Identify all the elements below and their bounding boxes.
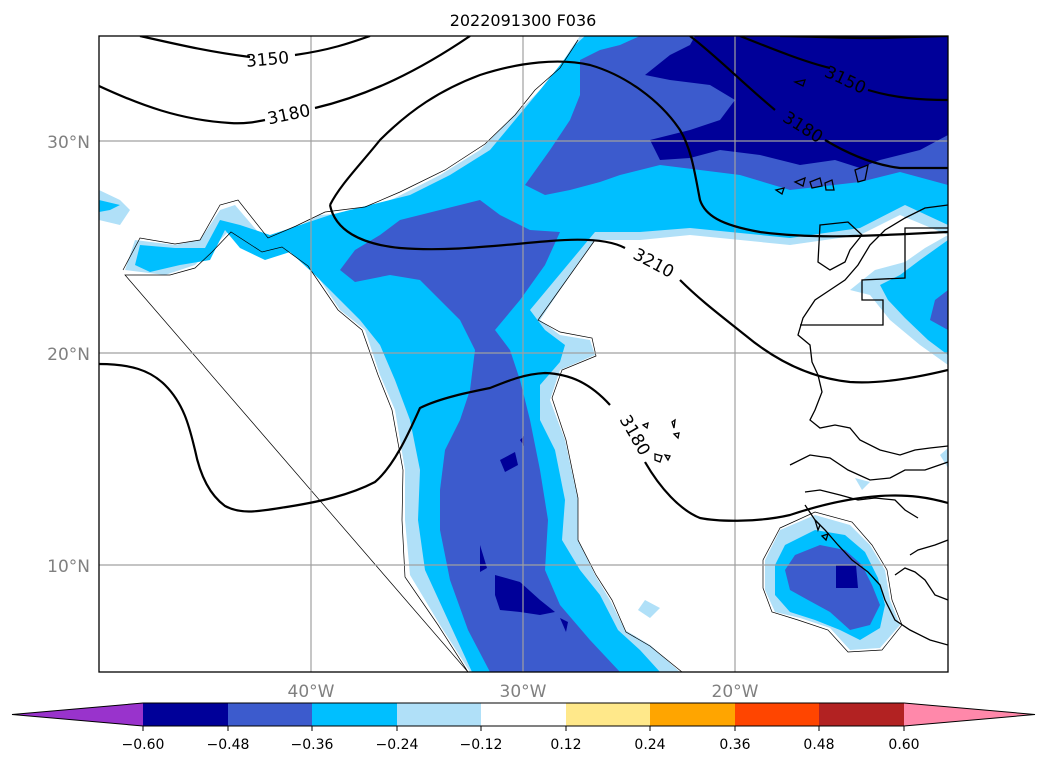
contour-3150-east-b	[867, 88, 948, 102]
lat-label-10n: 10°N	[47, 557, 90, 577]
navy-fill-north	[645, 36, 948, 168]
colorbar-tick-label: 0.12	[550, 737, 581, 753]
coastline-guinea	[804, 504, 948, 646]
map-title: 2022091300 F036	[450, 11, 597, 30]
field-outline-guinea	[762, 511, 903, 653]
navy-fill-guinea	[836, 565, 858, 588]
madeira	[793, 79, 806, 87]
colorbar: −0.60 −0.48 −0.36 −0.24 −0.12 0.12 0.24 0.36 0.4…	[11, 702, 1036, 753]
colorbar-swatch	[143, 703, 228, 726]
map-area: 3150 3180 3210 3180 3150 3180	[99, 36, 948, 672]
colorbar-extend-low	[12, 703, 143, 726]
colorbar-swatch	[650, 703, 735, 726]
blue-fill-central	[340, 200, 620, 672]
colorbar-tick-label: −0.24	[376, 737, 419, 753]
canary-islands	[774, 163, 869, 196]
shaded-field-navy	[480, 36, 948, 632]
coastline-liberia	[894, 539, 948, 601]
border-western-sahara	[800, 227, 948, 326]
lon-label-30w: 30°W	[500, 682, 547, 702]
colorbar-tick-label: 0.36	[719, 737, 750, 753]
colorbar-swatch	[397, 703, 481, 726]
navy-fill-4	[495, 575, 555, 615]
contour-3180-east-b	[824, 139, 948, 170]
contour-3210-east	[679, 279, 948, 384]
contour-3180-south-b	[644, 461, 948, 522]
contour-3210-west	[328, 204, 626, 251]
contour-3150-east-a	[739, 36, 831, 70]
contour-3150-west-b	[294, 36, 371, 57]
contour-3150-west-a	[139, 36, 251, 59]
border-morocco	[817, 221, 863, 271]
blue-fill-guinea	[785, 545, 880, 630]
colorbar-extend-high	[904, 703, 1035, 726]
lat-label-30n: 30°N	[47, 133, 90, 153]
contour-3180-north	[329, 60, 948, 238]
light-fill-small	[855, 478, 870, 490]
cape-verde-islands	[641, 418, 680, 463]
bijagos-islands	[814, 519, 830, 542]
map-frame	[98, 35, 949, 673]
contour-label-3150-west: 3150	[245, 48, 290, 72]
cyan-fill-east	[880, 240, 948, 355]
height-contours	[99, 36, 948, 522]
field-outline	[122, 39, 683, 672]
colorbar-tick-label: 0.60	[888, 737, 919, 753]
contour-3180-east-a	[689, 36, 776, 111]
colorbar-swatch	[312, 703, 397, 726]
colorbar-tick-label: −0.36	[291, 737, 334, 753]
colorbar-tick-label: 0.48	[803, 737, 834, 753]
colorbar-tick-label: −0.12	[460, 737, 503, 753]
colorbar-tick-label: 0.24	[634, 737, 665, 753]
contour-3180-south-a	[99, 362, 611, 513]
colorbar-swatch	[481, 703, 566, 726]
colorbar-swatch	[735, 703, 819, 726]
coastline-africa-west	[797, 204, 948, 456]
gridlines	[99, 36, 948, 672]
colorbar-tick-label: −0.48	[207, 737, 250, 753]
navy-fill-5	[560, 618, 568, 632]
coastlines	[641, 79, 948, 646]
navy-fill-1	[500, 452, 518, 472]
lon-label-20w: 20°W	[712, 682, 759, 702]
colorbar-swatch	[566, 703, 650, 726]
light-fill-patch	[638, 600, 660, 618]
blue-fill-east	[930, 290, 948, 330]
coastline-senegal	[789, 454, 948, 481]
coastline-gambia	[804, 489, 919, 519]
cyan-fill-main	[135, 36, 948, 672]
contour-3180-west-a	[99, 85, 266, 125]
contour-3180-west-b	[314, 36, 471, 110]
cyan-fill-west	[99, 200, 120, 212]
colorbar-tick-label: −0.60	[122, 737, 165, 753]
colorbar-swatch	[228, 703, 312, 726]
colorbar-swatch	[819, 703, 904, 726]
lon-label-40w: 40°W	[288, 682, 335, 702]
lat-label-20n: 20°N	[47, 345, 90, 365]
